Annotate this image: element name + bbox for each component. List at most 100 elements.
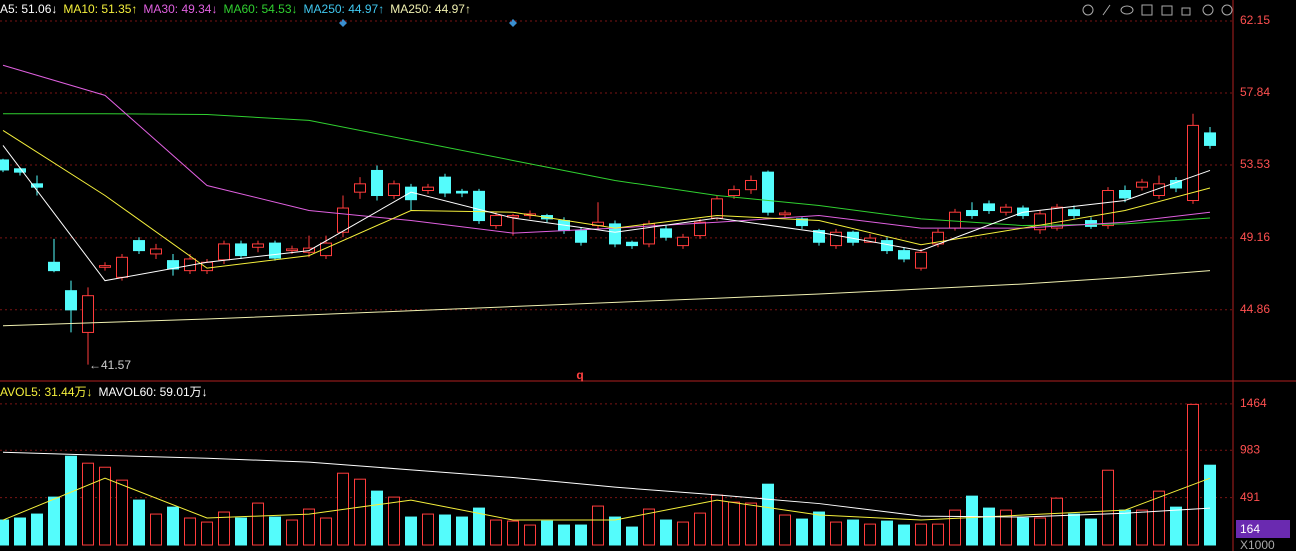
candle-body bbox=[1102, 190, 1114, 227]
volume-bar bbox=[558, 524, 570, 546]
candle-body bbox=[320, 242, 332, 257]
box-icon[interactable] bbox=[1161, 5, 1173, 16]
candle-body bbox=[133, 240, 145, 252]
volume-bar bbox=[218, 511, 230, 546]
volume-bar bbox=[1119, 509, 1131, 546]
y-tick-label: 53.53 bbox=[1240, 157, 1270, 171]
volume-bar bbox=[728, 501, 740, 546]
volume-bar bbox=[1068, 513, 1080, 546]
candle-body bbox=[99, 265, 111, 268]
draw-icon[interactable] bbox=[1102, 4, 1111, 16]
volume-bar bbox=[184, 517, 196, 546]
candle-body bbox=[1204, 132, 1216, 146]
candle-body bbox=[1051, 206, 1063, 229]
candle-body bbox=[235, 243, 247, 257]
event-marker bbox=[339, 19, 347, 27]
volume-bar bbox=[694, 512, 706, 546]
view-icon[interactable] bbox=[1120, 5, 1134, 15]
volume-bar bbox=[915, 523, 927, 546]
candle-body bbox=[898, 250, 910, 260]
toolbar[interactable] bbox=[1082, 4, 1233, 16]
volume-bar bbox=[507, 520, 519, 546]
candle-body bbox=[1068, 209, 1080, 217]
volume-bar bbox=[643, 508, 655, 546]
volume-bar bbox=[405, 516, 417, 546]
candle-body bbox=[439, 176, 451, 194]
volume-bar bbox=[1085, 518, 1097, 546]
legend-entry: MA30: 49.34↓ bbox=[143, 2, 217, 16]
legend-entry: MAVOL60: 59.01万↓ bbox=[99, 385, 208, 399]
volume-bar bbox=[252, 502, 264, 546]
volume-bar bbox=[609, 516, 621, 546]
volume-bar bbox=[14, 517, 26, 546]
marker-label: q bbox=[576, 368, 583, 382]
volume-bar bbox=[592, 505, 604, 546]
candle-body bbox=[167, 260, 179, 270]
legend-entry: MA60: 54.53↓ bbox=[223, 2, 297, 16]
volume-bar bbox=[898, 524, 910, 546]
volume-bar bbox=[1136, 509, 1148, 546]
volume-bar bbox=[235, 517, 247, 546]
volume-bar bbox=[575, 524, 587, 546]
volume-bar bbox=[65, 455, 77, 546]
settings-icon[interactable] bbox=[1082, 4, 1094, 16]
candle-body bbox=[371, 169, 383, 197]
candle-body bbox=[1000, 206, 1012, 213]
candle-body bbox=[150, 248, 162, 255]
candle-body bbox=[1136, 181, 1148, 188]
volume-bar bbox=[1170, 506, 1182, 546]
ma-line bbox=[2, 477, 1211, 521]
candle-body bbox=[354, 183, 366, 193]
volume-bar bbox=[745, 502, 757, 546]
volume-bar bbox=[796, 518, 808, 546]
volume-bar bbox=[1153, 490, 1165, 546]
volume-bar bbox=[813, 511, 825, 546]
zoom-out-icon[interactable] bbox=[1221, 4, 1233, 16]
candle-body bbox=[490, 215, 502, 227]
candle-body bbox=[422, 186, 434, 192]
candle-body bbox=[813, 230, 825, 243]
candle-body bbox=[14, 168, 26, 173]
volume-bar bbox=[48, 496, 60, 546]
volume-bar bbox=[711, 494, 723, 546]
candle-body bbox=[966, 210, 978, 217]
volume-bar bbox=[779, 514, 791, 546]
candle-body bbox=[1153, 183, 1165, 197]
store-icon[interactable] bbox=[1141, 4, 1153, 16]
zoom-in-icon[interactable] bbox=[1202, 4, 1214, 16]
volume-bar bbox=[354, 478, 366, 546]
ma-line bbox=[2, 129, 1211, 269]
volume-bar bbox=[473, 507, 485, 546]
volume-bar bbox=[456, 516, 468, 546]
event-marker bbox=[509, 19, 517, 27]
candle-body bbox=[286, 248, 298, 252]
y-tick-label: 983 bbox=[1240, 442, 1260, 456]
lock-icon[interactable] bbox=[1181, 7, 1191, 16]
y-tick-label: 491 bbox=[1240, 490, 1260, 504]
y-tick-label: 44.86 bbox=[1240, 302, 1270, 316]
candle-body bbox=[694, 221, 706, 237]
candle-body bbox=[949, 211, 961, 229]
min-label: ←41.57 bbox=[89, 358, 131, 372]
candle-body bbox=[728, 189, 740, 197]
candle-body bbox=[82, 295, 94, 333]
candle-body bbox=[31, 183, 43, 188]
candle-body bbox=[201, 261, 213, 272]
volume-bar bbox=[1187, 403, 1199, 546]
volume-bar bbox=[1051, 497, 1063, 546]
volume-bar bbox=[31, 513, 43, 546]
volume-bar bbox=[677, 521, 689, 546]
current-box bbox=[1236, 520, 1290, 538]
candle-body bbox=[456, 190, 468, 194]
candle-body bbox=[1119, 190, 1131, 199]
candle-body bbox=[796, 218, 808, 227]
candle-body bbox=[830, 231, 842, 247]
volume-bar bbox=[133, 499, 145, 546]
candle-body bbox=[116, 256, 128, 278]
unit-label: X1000 bbox=[1240, 538, 1275, 551]
candle-body bbox=[745, 179, 757, 191]
volume-bar bbox=[388, 496, 400, 546]
candle-body bbox=[626, 241, 638, 247]
volume-bar bbox=[439, 514, 451, 546]
volume-bar bbox=[1017, 517, 1029, 546]
